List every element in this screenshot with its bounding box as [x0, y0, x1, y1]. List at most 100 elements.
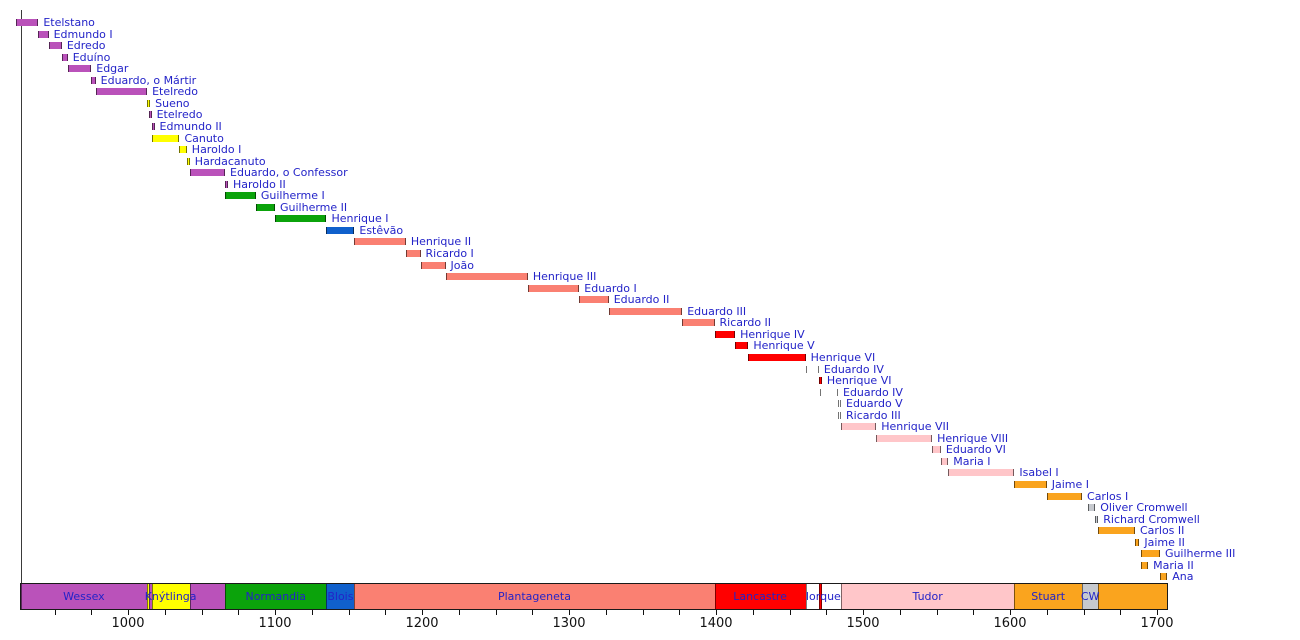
reign-bar: [67, 65, 92, 73]
reign-label: Haroldo II: [233, 177, 286, 191]
reign-label: Henrique V: [753, 339, 815, 353]
reign-bar: [1140, 561, 1149, 569]
reign-label: Henrique II: [410, 235, 472, 249]
reign-label: Etelredo: [156, 108, 203, 122]
dynasty-segment: [354, 584, 715, 609]
reign-bar: [326, 226, 355, 234]
reign-bar: [405, 250, 421, 257]
reign-bar: [255, 203, 275, 211]
reign-label: Carlos I: [1087, 489, 1129, 503]
axis-tick: [863, 610, 864, 615]
axis-tick: [716, 610, 717, 615]
reign-bar: [840, 423, 877, 431]
axis-tick-label: 1100: [258, 616, 292, 631]
reign-label: Edmundo II: [159, 119, 222, 133]
reign-label: Canuto: [184, 131, 224, 145]
axis-tick: [201, 610, 203, 615]
dynasty-band: Wessex Knýtlinga Normandia Blois Plantagenet…: [19, 583, 1169, 610]
reign-bar: [186, 157, 190, 165]
axis-tick: [495, 610, 497, 615]
dynasty-segment: [189, 584, 225, 609]
dynasty-label: CW: [1080, 590, 1100, 603]
dynasty-label: Plantageneta: [497, 590, 571, 603]
reign-label: Richard Cromwell: [1103, 512, 1200, 526]
reign-bar: [838, 411, 841, 419]
reign-bar: [147, 99, 151, 107]
dynasty-label: Lancastre: [733, 590, 787, 603]
dynasty-segment: [225, 584, 327, 609]
reign-label: Eduardo IV: [823, 362, 884, 376]
reign-bar: [225, 192, 256, 200]
axis-tick: [348, 610, 350, 615]
axis-tick: [679, 610, 681, 615]
axis-tick: [605, 610, 607, 615]
reign-bar: [151, 122, 155, 130]
reign-label: Eduardo III: [687, 304, 747, 318]
dynasty-segment: [1014, 584, 1083, 609]
axis-tick: [458, 610, 460, 615]
reign-bar: [940, 457, 949, 465]
reign-bar: [1098, 527, 1135, 535]
reign-label: Edgar: [96, 62, 129, 76]
axis-tick: [826, 610, 828, 615]
reign-bar: [608, 307, 683, 315]
reign-bar: [275, 215, 327, 223]
reign-label: Etelstano: [43, 16, 95, 29]
reign-label: Eduardo, o Confessor: [230, 166, 348, 180]
axis-tick: [1157, 610, 1158, 615]
axis-tick: [311, 610, 313, 615]
reign-label: Eduardo IV: [843, 385, 903, 399]
axis-tick-label: 1500: [846, 616, 880, 631]
axis-tick: [128, 610, 129, 615]
axis-tick: [936, 610, 938, 615]
reign-bar: [748, 353, 806, 361]
axis-tick: [91, 610, 93, 615]
axis-tick: [899, 610, 901, 615]
reign-bar: [1134, 538, 1140, 546]
reign-label: Ana: [1172, 570, 1194, 584]
reign-bar: [420, 261, 446, 269]
reign-label: Carlos II: [1139, 524, 1185, 538]
reign-bar: [48, 42, 62, 50]
reign-label: Henrique VIII: [937, 431, 1009, 445]
reign-label: Guilherme III: [1164, 547, 1236, 561]
axis-tick: [569, 610, 570, 615]
reign-label: Henrique I: [331, 212, 389, 226]
axis-tick: [275, 610, 276, 615]
reign-bar: [818, 377, 822, 385]
dynasty-label: Wessex: [63, 590, 105, 603]
reign-label: Edmundo I: [53, 27, 113, 41]
axis-tick: [532, 610, 534, 615]
reign-label: Maria II: [1153, 558, 1194, 572]
axis-tick: [54, 610, 56, 615]
reign-label: Eduíno: [72, 50, 111, 64]
reign-bar: [189, 169, 225, 177]
reign-bar: [682, 319, 715, 327]
reign-label: Eduardo II: [613, 293, 670, 307]
reign-bar: [820, 388, 838, 396]
axis-tick: [642, 610, 644, 615]
reign-label: Estêvão: [359, 223, 404, 237]
plot-left-border: [20, 10, 22, 583]
dynasty-overlay-stripe: [818, 584, 822, 609]
reign-label: Henrique VI: [826, 374, 892, 388]
reign-label: Ricardo II: [719, 316, 772, 330]
reign-bar: [932, 446, 941, 454]
dynasty-segment: [805, 584, 841, 609]
reign-label: Edredo: [66, 39, 106, 53]
reign-bar: [805, 365, 819, 373]
reign-bar: [16, 19, 39, 26]
axis-tick: [1046, 610, 1048, 615]
reign-bar: [445, 273, 528, 281]
reign-bar: [1046, 492, 1083, 500]
axis-tick: [1083, 610, 1085, 615]
reign-bar: [151, 134, 180, 142]
dynasty-label: Iorque: [805, 590, 841, 603]
axis-tick: [422, 610, 423, 615]
reign-label: Henrique VII: [881, 420, 950, 434]
axis-tick: [238, 610, 240, 615]
dynasty-segment: [326, 584, 355, 609]
axis-tick-label: 1400: [699, 616, 733, 631]
reign-bar: [579, 296, 609, 304]
